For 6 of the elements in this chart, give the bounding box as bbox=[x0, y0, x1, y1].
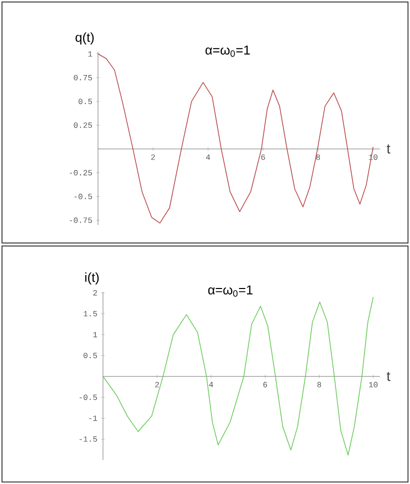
x-axis-title: t bbox=[386, 144, 390, 154]
chart-title: α=ω$_{0}$=1 bbox=[206, 46, 250, 57]
y-axis-title: i(t) bbox=[85, 272, 99, 284]
x-axis-title: t bbox=[386, 372, 390, 381]
y-axis-title: q(t) bbox=[76, 32, 94, 44]
chart-title: α=ω$_{0}$=1 bbox=[208, 285, 253, 297]
